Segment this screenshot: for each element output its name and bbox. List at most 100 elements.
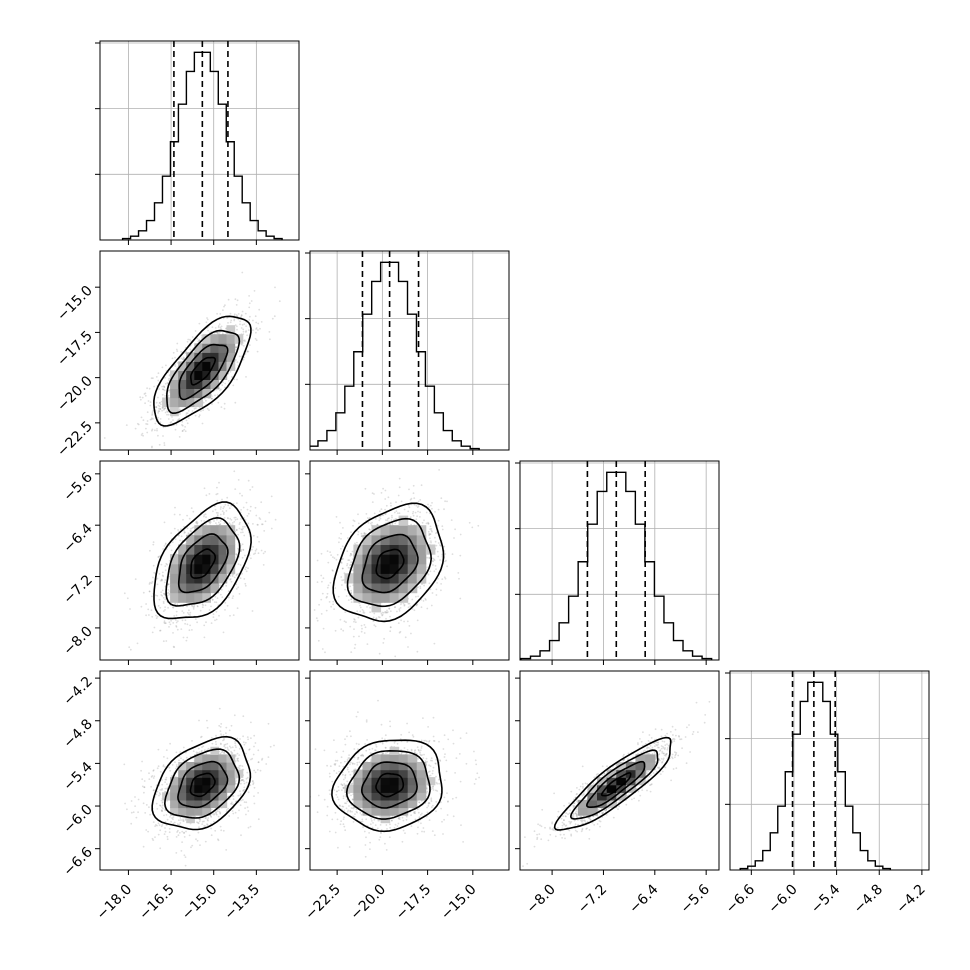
scatter-point: [353, 520, 356, 523]
scatter-point: [365, 513, 368, 515]
scatter-point: [220, 733, 222, 736]
scatter-point: [235, 574, 238, 577]
scatter-point: [332, 570, 334, 572]
scatter-point: [228, 729, 231, 732]
scatter-point: [243, 578, 246, 580]
density-cell: [194, 554, 203, 565]
scatter-point: [385, 617, 387, 620]
scatter-point: [218, 332, 221, 335]
scatter-point: [428, 556, 431, 559]
scatter-point: [136, 642, 139, 645]
density-cell: [178, 388, 187, 399]
scatter-point: [147, 400, 150, 402]
density-cell: [194, 563, 203, 574]
scatter-point: [196, 522, 199, 525]
scatter-point: [184, 430, 187, 433]
scatter-point: [389, 610, 392, 613]
scatter-point: [268, 511, 271, 514]
scatter-point: [219, 508, 222, 510]
scatter-point: [173, 513, 176, 516]
histogram-frame-2: [519, 460, 720, 661]
scatter-point: [236, 573, 239, 576]
scatter-point: [146, 411, 149, 414]
scatter-point: [228, 815, 231, 817]
scatter-point: [404, 636, 407, 639]
scatter-point: [326, 550, 329, 552]
density-cell: [226, 525, 236, 536]
scatter-point: [431, 592, 434, 594]
scatter-point: [218, 810, 221, 813]
density-cell: [425, 544, 436, 555]
scatter-point: [416, 603, 419, 606]
scatter-point: [162, 600, 165, 603]
scatter-point: [430, 527, 433, 530]
scatter-point: [215, 618, 218, 621]
scatter-point: [123, 592, 126, 595]
scatter-point: [165, 640, 168, 642]
scatter-point: [384, 508, 386, 511]
density-cell: [407, 554, 418, 565]
scatter-point: [148, 590, 151, 593]
scatter-point: [326, 586, 329, 589]
scatter-point: [255, 321, 258, 324]
scatter-point: [239, 550, 242, 552]
density-cell: [170, 592, 179, 603]
scatter-point: [224, 601, 227, 604]
scatter-point: [375, 617, 378, 620]
scatter-point: [166, 413, 168, 416]
density-cell: [186, 573, 195, 584]
scatter-point: [162, 592, 165, 595]
scatter-point: [221, 384, 224, 386]
scatter-point: [164, 622, 167, 625]
scatter-point: [410, 497, 413, 500]
scatter-point: [346, 563, 349, 565]
scatter-point: [158, 405, 161, 408]
contour-3: [153, 315, 252, 427]
scatter-point: [240, 509, 243, 511]
scatter-point: [205, 621, 207, 624]
scatter-point: [162, 409, 165, 411]
scatter-point: [128, 646, 131, 649]
scatter-point: [368, 528, 371, 531]
scatter-point: [434, 536, 436, 539]
scatter-point: [251, 548, 253, 551]
scatter-point: [179, 413, 181, 415]
scatter-point: [273, 315, 276, 318]
scatter-point: [402, 602, 405, 605]
scatter-point: [152, 789, 155, 792]
scatter-point: [224, 743, 227, 746]
density-cell: [178, 573, 187, 584]
scatter-point: [336, 553, 339, 556]
scatter-point: [176, 603, 179, 606]
scatter-point: [234, 516, 237, 519]
scatter-point: [320, 598, 323, 601]
scatter-point: [157, 556, 160, 559]
scatter-point: [160, 563, 163, 566]
scatter-point: [240, 314, 243, 316]
scatter-point: [146, 420, 149, 422]
scatter-point: [211, 397, 214, 400]
scatter-point: [361, 609, 364, 611]
scatter-point: [164, 480, 166, 482]
scatter-point: [182, 358, 185, 360]
scatter-point: [382, 487, 384, 490]
scatter-point: [459, 533, 462, 536]
scatter-point: [391, 516, 393, 519]
scatter-point: [421, 583, 423, 585]
scatter-point: [363, 632, 366, 634]
scatter-point: [248, 319, 251, 321]
scatter-point: [316, 559, 319, 562]
scatter-point: [242, 330, 245, 333]
density-cell: [353, 563, 363, 574]
scatter-point: [198, 322, 201, 325]
scatter-point: [218, 481, 220, 484]
scatter-point: [451, 553, 454, 555]
scatter-point: [407, 606, 410, 609]
density-cell: [398, 544, 409, 555]
scatter-point: [346, 550, 349, 553]
scatter-point: [217, 512, 219, 514]
scatter-point: [369, 611, 371, 614]
scatter-point: [331, 569, 334, 571]
density-cell: [380, 583, 391, 594]
scatter-point: [195, 522, 198, 524]
